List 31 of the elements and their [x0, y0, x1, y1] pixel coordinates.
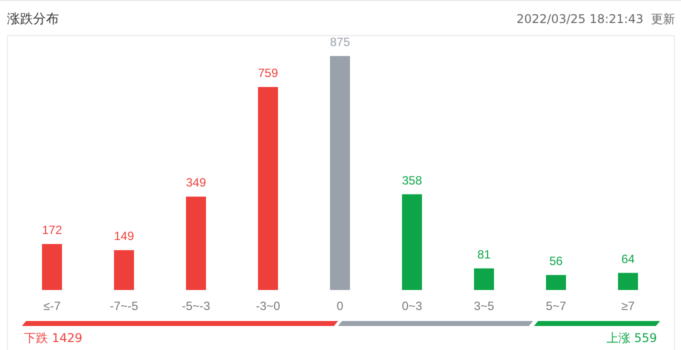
chart-title: 涨跌分布	[7, 11, 59, 28]
x-tick-label: 0	[336, 299, 344, 313]
x-tick-label: -3~0	[256, 299, 280, 313]
chart-subtitle: 2022/03/25 18:21:43 更新	[516, 11, 675, 28]
bar	[546, 275, 566, 290]
bar	[258, 87, 278, 290]
data-label: 172	[42, 223, 62, 237]
bar	[42, 244, 62, 290]
data-label: 349	[186, 176, 206, 190]
x-tick-label: 3~5	[474, 299, 494, 313]
bar	[402, 194, 422, 290]
bar	[186, 196, 206, 290]
x-tick-label: 5~7	[546, 299, 566, 313]
bar	[618, 272, 638, 290]
text: 下跌 1429	[24, 330, 82, 347]
bar	[114, 250, 134, 290]
x-tick-label: -7~-5	[110, 299, 138, 313]
text: 上涨 559	[606, 330, 657, 347]
x-tick-label: ≤-7	[43, 299, 61, 313]
bar	[474, 268, 494, 290]
data-label: 875	[330, 35, 350, 49]
data-label: 64	[621, 252, 635, 266]
data-label: 81	[477, 247, 491, 262]
x-tick-label: 0~3	[402, 299, 422, 313]
data-label: 149	[114, 229, 134, 244]
data-label: 759	[258, 66, 278, 80]
data-label: 56	[549, 254, 563, 268]
x-tick-label: -5~-3	[182, 299, 210, 313]
x-tick-label: ≥7	[621, 299, 635, 313]
data-label: 358	[402, 173, 422, 188]
bar	[330, 56, 350, 290]
